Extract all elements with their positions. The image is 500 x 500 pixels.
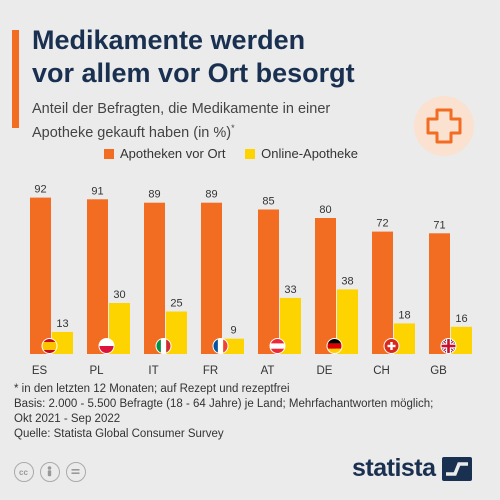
footnotes: * in den letzten 12 Monaten; auf Rezept … (14, 382, 494, 442)
category-label-de: DE (317, 365, 333, 377)
chart-title-line1: Medikamente werden (32, 25, 306, 55)
bar-online-de (337, 289, 358, 354)
legend-label-online: Online-Apotheke (261, 146, 358, 161)
data-label-online-it: 25 (170, 298, 182, 310)
category-label-it: IT (148, 365, 158, 377)
bar-apotheke-gb (429, 233, 450, 354)
footnote-line2: Basis: 2.000 - 5.500 Befragte (18 - 64 J… (14, 398, 434, 410)
data-label-online-pl: 30 (113, 289, 125, 301)
data-label-apotheke-it: 89 (148, 189, 160, 201)
bar-apotheke-es (30, 197, 51, 354)
legend-swatch-apotheken (104, 148, 114, 159)
bar-apotheke-at (258, 209, 279, 354)
chart-legend: Apotheken vor Ort Online-Apotheke (104, 146, 374, 162)
source-line: Quelle: Statista Global Consumer Survey (14, 428, 224, 440)
subtitle-line2: Apotheke gekauft haben (in %) (32, 124, 232, 141)
data-label-online-gb: 16 (455, 313, 467, 325)
bar-online-at (280, 297, 301, 354)
switzerland-flag-icon (383, 338, 400, 354)
data-label-online-at: 33 (284, 284, 296, 296)
data-label-online-fr: 9 (230, 325, 236, 337)
attribution-icon[interactable] (40, 462, 60, 482)
bar-online-fr (223, 338, 244, 354)
legend-label-apotheken: Apotheken vor Ort (120, 146, 226, 161)
data-label-online-ch: 18 (398, 309, 410, 321)
category-label-pl: PL (89, 365, 104, 377)
data-label-online-de: 38 (341, 275, 353, 287)
data-label-apotheke-pl: 91 (91, 185, 103, 197)
data-label-apotheke-at: 85 (262, 196, 274, 208)
medical-cross-icon (414, 96, 474, 156)
chart-title: Medikamente werden vor allem vor Ort bes… (32, 24, 472, 90)
license-icons: cc (14, 462, 86, 482)
category-label-gb: GB (430, 365, 447, 377)
data-label-apotheke-es: 92 (34, 184, 46, 196)
austria-flag-icon (269, 338, 286, 354)
title-accent-bar (12, 30, 19, 128)
brand-name: statista (352, 454, 436, 482)
poland-flag-icon (98, 338, 115, 354)
bar-online-pl (109, 303, 130, 354)
bar-apotheke-it (144, 202, 165, 354)
uk-flag-icon (440, 338, 457, 354)
france-flag-icon (212, 338, 229, 354)
data-label-online-es: 13 (56, 318, 68, 330)
category-label-es: ES (32, 365, 48, 377)
subtitle-footnote-mark: * (231, 123, 235, 133)
legend-swatch-online (245, 148, 256, 159)
chart-subtitle: Anteil der Befragten, die Medikamente in… (32, 100, 402, 143)
data-label-apotheke-fr: 89 (205, 189, 217, 201)
data-label-apotheke-gb: 71 (433, 219, 445, 231)
germany-flag-icon (326, 338, 343, 354)
category-label-at: AT (261, 365, 275, 377)
bar-online-es (52, 331, 73, 354)
legend-item-online: Online-Apotheke (245, 146, 358, 161)
subtitle-line1: Anteil der Befragten, die Medikamente in… (32, 101, 331, 117)
chart-title-line2: vor allem vor Ort besorgt (32, 58, 355, 88)
statista-logo[interactable]: statista (352, 454, 472, 483)
bar-apotheke-pl (87, 199, 108, 354)
bar-online-it (166, 311, 187, 354)
category-label-ch: CH (373, 365, 390, 377)
footnote-line1: * in den letzten 12 Monaten; auf Rezept … (14, 383, 290, 395)
spain-flag-icon (41, 338, 58, 354)
category-label-fr: FR (203, 365, 218, 377)
italy-flag-icon (155, 338, 172, 354)
no-derivatives-icon[interactable] (66, 462, 86, 482)
bar-chart: 92 13 ES 91 30 PL 89 25 IT 89 9 FR 85 33 AT 80 38 DE 72 18 C… (30, 184, 472, 377)
legend-item-apotheken: Apotheken vor Ort (104, 146, 226, 161)
data-label-apotheke-ch: 72 (376, 218, 388, 230)
data-label-apotheke-de: 80 (319, 204, 331, 216)
footnote-line3: Okt 2021 - Sep 2022 (14, 413, 121, 425)
bar-apotheke-ch (372, 231, 393, 354)
cc-icon[interactable]: cc (14, 462, 34, 482)
bar-apotheke-fr (201, 202, 222, 354)
svg-text:cc: cc (19, 468, 28, 477)
statista-logo-icon (441, 456, 472, 481)
bar-apotheke-de (315, 218, 336, 354)
